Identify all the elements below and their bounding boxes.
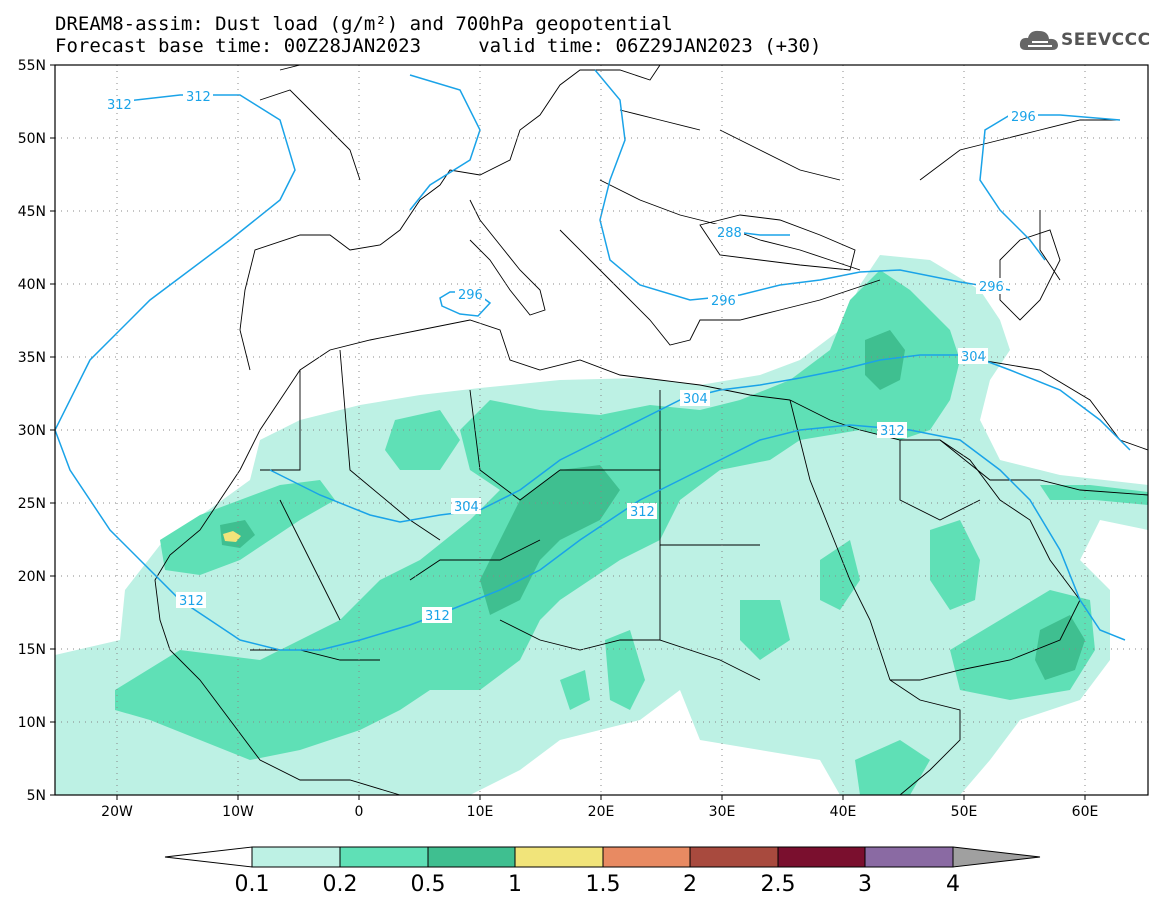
lon-label: 0 [355,804,364,820]
chart-title: DREAM8-assim: Dust load (g/m²) and 700hP… [55,13,673,35]
lon-label: 40E [830,804,857,820]
colorbar-swatch [864,846,954,868]
lon-label: 20E [588,804,615,820]
colorbar-swatch [339,846,429,868]
contour-europe [409,74,481,211]
colorbar-tick: 2.5 [761,872,796,897]
graticule [55,65,1148,795]
axis-ticks [50,64,1086,800]
seevccc-logo [1018,26,1148,56]
colorbar-swatch [689,846,779,868]
lon-label: 20W [101,804,133,820]
colorbar-swatch [514,846,604,868]
lon-label: 10W [222,804,254,820]
colorbar: 0.1 0.2 0.5 1 1.5 2 2.5 3 4 [164,846,1041,897]
lat-label: 10N [18,715,46,731]
contour-label: 296 [979,280,1004,295]
contour-label: 296 [711,294,736,309]
colorbar-tick: 1.5 [586,872,621,897]
contour-296-east [979,114,1121,261]
contour-label: 304 [683,392,708,407]
colorbar-tick: 0.1 [235,872,270,897]
colorbar-tick: 0.2 [323,872,358,897]
cloud-logo-icon [1019,30,1058,50]
lat-label: 5N [27,788,46,804]
colorbar-tick: 2 [683,872,697,897]
colorbar-tick: 0.5 [411,872,446,897]
lat-label: 55N [18,58,46,74]
colorbar-tick: 1 [508,872,522,897]
dust-band-max [223,531,241,542]
lat-labels: 55N 50N 45N 40N 35N 30N 25N 20N 15N 10N … [18,58,46,804]
contour-label: 288 [717,226,742,241]
colorbar-swatch [251,846,341,868]
contour-label: 312 [630,505,655,520]
lat-label: 40N [18,277,46,293]
contour-312 [55,94,1126,651]
contour-label: 312 [425,609,450,624]
lat-label: 50N [18,131,46,147]
coastlines [154,65,1148,795]
forecast-time-line: Forecast base time: 00Z28JAN2023 valid t… [55,35,822,57]
lat-label: 45N [18,204,46,220]
lat-label: 30N [18,423,46,439]
lon-label: 60E [1072,804,1099,820]
colorbar-swatch [602,846,691,868]
contour-label: 304 [454,500,479,515]
lon-labels: 20W 10W 0 10E 20E 30E 40E 50E 60E [101,804,1098,820]
colorbar-swatch [427,846,516,868]
lat-label: 15N [18,642,46,658]
colorbar-tick: 4 [946,872,960,897]
contour-label: 312 [179,594,204,609]
lat-label: 35N [18,350,46,366]
contour-label: 312 [880,424,905,439]
contour-label: 312 [186,90,211,105]
colorbar-right-arrow [952,846,1041,868]
lon-label: 30E [709,804,736,820]
lat-label: 25N [18,496,46,512]
logo-text: SEEVCCC [1061,30,1151,50]
contour-label: 296 [458,288,483,303]
contour-296 [594,69,1011,301]
contour-label: 312 [107,98,132,113]
colorbar-tick: 3 [858,872,872,897]
lon-label: 10E [467,804,494,820]
lon-label: 50E [951,804,978,820]
contour-labels: 312 312 296 288 296 296 304 304 312 304 … [104,88,1038,624]
contour-296-small [439,291,492,317]
colorbar-swatch [777,846,866,868]
lat-label: 20N [18,569,46,585]
colorbar-left-arrow [164,846,253,868]
svg-text:296: 296 [1011,110,1036,125]
